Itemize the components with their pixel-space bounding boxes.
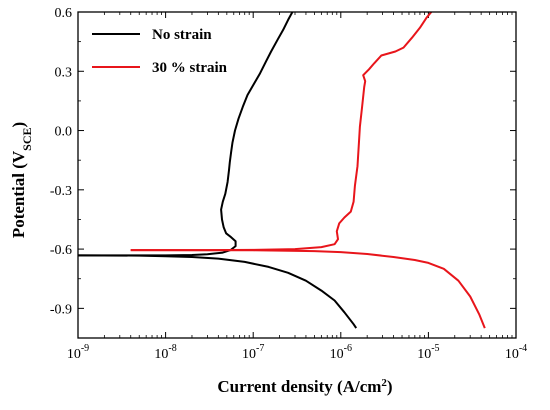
x-tick-label: 10-6	[330, 343, 352, 362]
x-tick-label: 10-4	[505, 343, 527, 362]
series-line-no-strain-anodic	[78, 12, 294, 257]
x-tick-label: 10-7	[242, 343, 264, 362]
series-line-strain-30-cathodic	[130, 249, 486, 329]
x-axis-title: Current density (A/cm2)	[217, 377, 392, 396]
y-tick-label: 0.3	[55, 65, 73, 80]
tick-layer	[77, 11, 517, 339]
series-layer	[78, 12, 486, 329]
plot-frame	[77, 11, 517, 339]
x-tick-label: 10-5	[417, 343, 439, 362]
x-tick-label: 10-9	[67, 343, 89, 362]
legend-label: No strain	[152, 27, 212, 43]
y-axis-title: Potential (VSCE)	[9, 122, 34, 238]
y-tick-label: -0.3	[50, 184, 72, 199]
series-line-strain-30-anodic	[130, 12, 433, 252]
y-tick-label: 0.6	[55, 6, 73, 21]
y-tick-label: -0.9	[50, 302, 72, 317]
x-tick-labels: 10-9 10-8 10-7 10-6 10-5 10-4	[67, 343, 527, 362]
x-tick-label: 10-8	[154, 343, 176, 362]
legend: No strain 30 % strain	[92, 27, 228, 76]
series-line-no-strain-cathodic	[78, 254, 358, 329]
y-tick-label: 0.0	[55, 125, 73, 140]
y-tick-label: -0.6	[50, 243, 72, 258]
legend-label: 30 % strain	[152, 60, 228, 76]
y-tick-labels: -0.9 -0.6 -0.3 0.0 0.3 0.6	[50, 6, 72, 317]
